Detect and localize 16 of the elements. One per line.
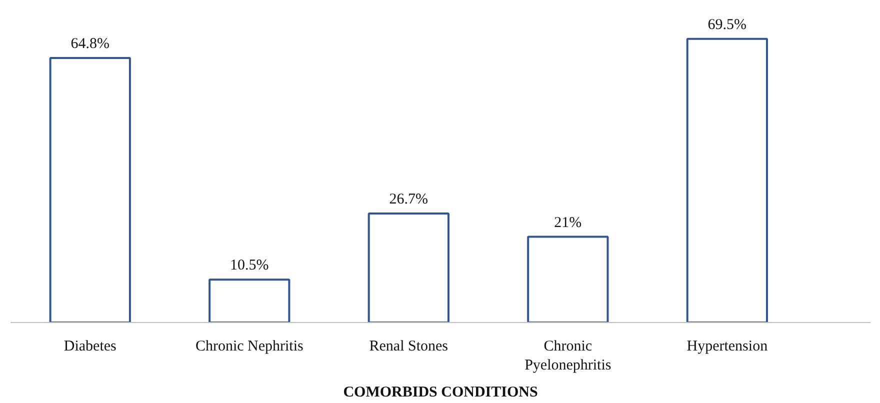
bar <box>368 212 450 322</box>
x-tick-label: Hypertension <box>686 338 768 354</box>
x-tick-label: Chronic Nephritis <box>195 338 304 354</box>
data-label: 26.7% <box>389 192 428 208</box>
bar <box>527 236 609 322</box>
data-label: 69.5% <box>708 16 747 33</box>
x-tick-label: Diabetes <box>64 338 117 354</box>
bar <box>49 57 131 322</box>
bar <box>686 38 768 322</box>
x-tick-label: Chronic Pyelonephritis <box>524 338 612 374</box>
bar <box>208 278 290 322</box>
data-label: 10.5% <box>230 258 269 274</box>
x-tick-label: Renal Stones <box>369 338 448 354</box>
x-axis-title: COMORBIDS CONDITIONS <box>343 384 538 401</box>
data-label: 64.8% <box>70 36 110 52</box>
data-label: 21% <box>554 214 582 231</box>
